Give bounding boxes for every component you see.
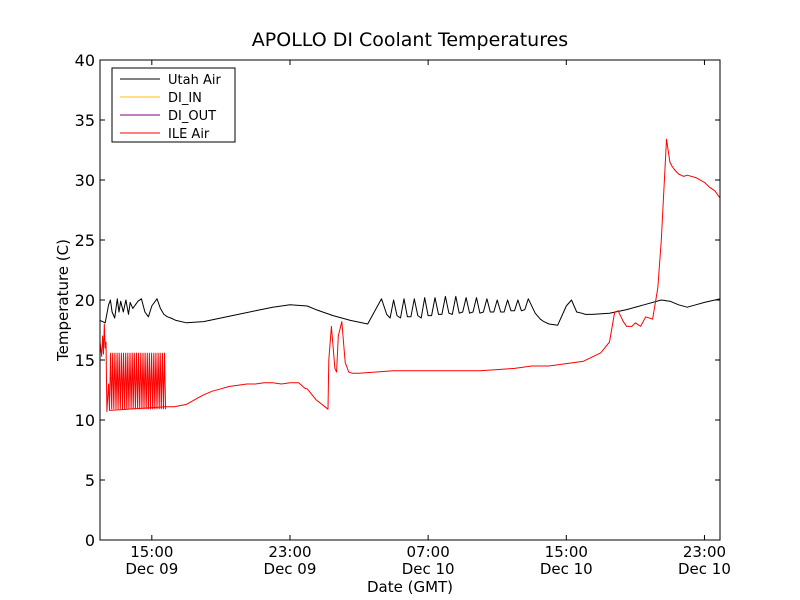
y-tick-label: 35	[75, 111, 95, 130]
x-tick-date-label: Dec 10	[402, 560, 455, 578]
series-oscillation-ile-air	[109, 352, 167, 410]
series-line-ile-air	[100, 138, 720, 413]
series-layer	[100, 138, 720, 413]
y-tick-label: 30	[75, 171, 95, 190]
x-tick-date-label: Dec 09	[125, 560, 178, 578]
y-axis: 0 5 10 15 20 25 30 35 40	[75, 51, 720, 550]
y-axis-label: Temperature (C)	[54, 239, 72, 362]
x-tick-time-label: 15:00	[545, 543, 588, 561]
y-tick-label: 5	[85, 471, 95, 490]
x-tick-date-label: Dec 10	[540, 560, 593, 578]
x-tick-date-label: Dec 09	[264, 560, 317, 578]
legend-label-ile-air: ILE Air	[168, 127, 210, 142]
legend-label-di-out: DI_OUT	[168, 109, 216, 124]
chart-title: APOLLO DI Coolant Temperatures	[252, 29, 568, 51]
y-tick-label: 25	[75, 231, 95, 250]
legend-box	[111, 67, 236, 143]
x-axis-label: Date (GMT)	[367, 578, 453, 596]
x-tick-date-label: Dec 10	[678, 560, 731, 578]
legend-label-di-in: DI_IN	[168, 91, 202, 106]
y-tick-label: 20	[75, 291, 95, 310]
x-tick-time-label: 15:00	[130, 543, 173, 561]
x-tick-time-label: 23:00	[683, 543, 726, 561]
x-tick-time-label: 07:00	[407, 543, 450, 561]
y-tick-label: 15	[75, 351, 95, 370]
y-tick-label: 40	[75, 51, 95, 70]
y-tick-label: 10	[75, 411, 95, 430]
x-tick-time-label: 23:00	[268, 543, 311, 561]
legend-label-utah-air: Utah Air	[168, 73, 221, 88]
legend: Utah Air DI_IN DI_OUT ILE Air	[111, 67, 236, 143]
y-tick-label: 0	[85, 531, 95, 550]
series-line-utah-air	[100, 295, 720, 326]
